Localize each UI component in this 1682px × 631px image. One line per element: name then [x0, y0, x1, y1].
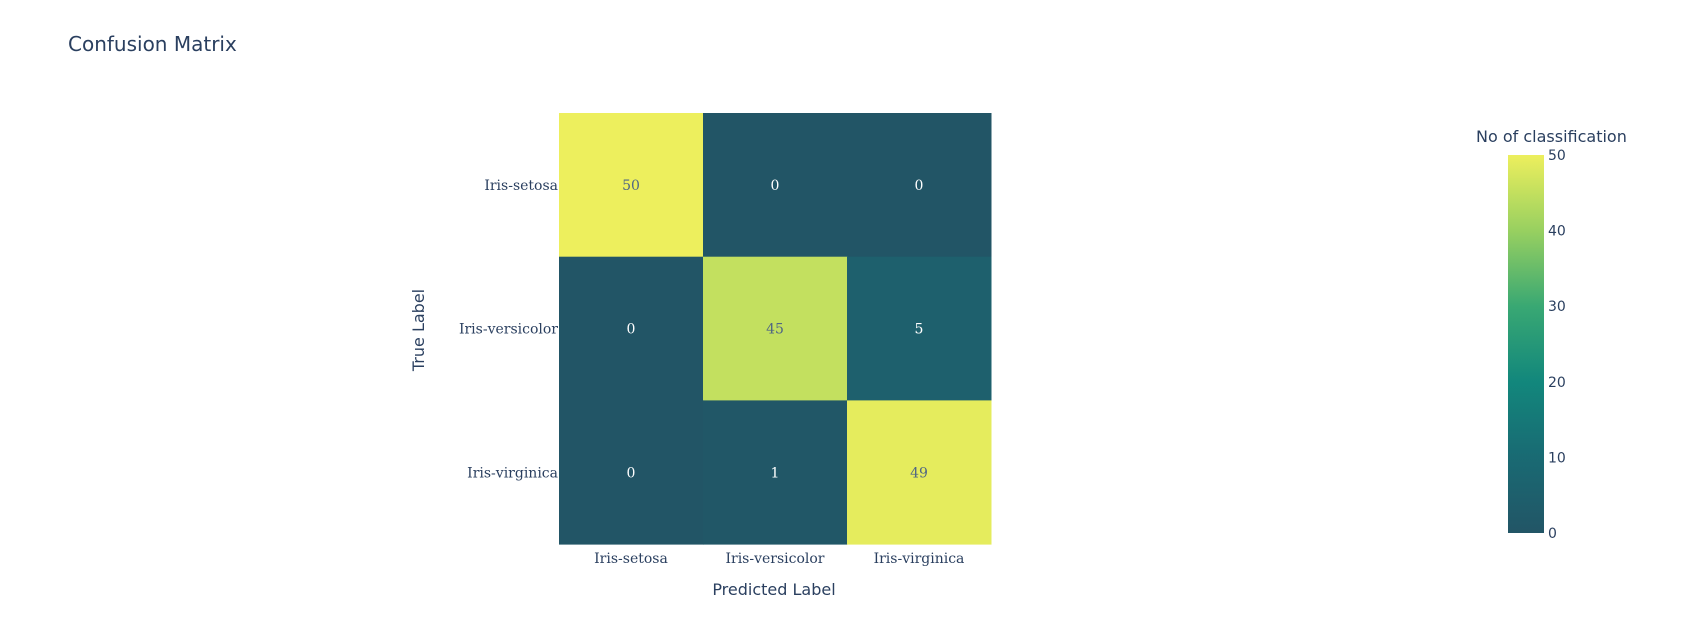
- x-tick-label: Iris-virginica: [874, 551, 965, 567]
- heatmap-cell-label: 1: [771, 465, 780, 481]
- heatmap-cell: [703, 400, 848, 545]
- y-tick-label: Iris-versicolor: [459, 322, 558, 338]
- heatmap-cell: [847, 256, 992, 401]
- x-axis-ticks: Iris-setosa Iris-versicolor Iris-virginica: [594, 551, 964, 567]
- heatmap-cell-label: 0: [627, 465, 636, 481]
- colorbar: No of classification 0 10 20 30 40 50: [1476, 127, 1627, 542]
- heatmap-cell: [703, 256, 848, 401]
- x-axis-title: Predicted Label: [712, 580, 835, 599]
- heatmap-cell: [847, 113, 992, 258]
- colorbar-tick-label: 50: [1548, 148, 1566, 164]
- y-axis-ticks: Iris-setosa Iris-versicolor Iris-virginica: [459, 178, 558, 481]
- y-tick-label: Iris-setosa: [484, 178, 558, 194]
- colorbar-gradient: [1508, 155, 1544, 533]
- x-tick-label: Iris-versicolor: [725, 551, 824, 567]
- heatmap-cell-label: 0: [915, 178, 924, 194]
- x-tick-label: Iris-setosa: [594, 551, 668, 567]
- heatmap-cell-label: 0: [771, 178, 780, 194]
- heatmap-cell-label: 5: [915, 322, 924, 338]
- colorbar-tick-label: 10: [1548, 450, 1566, 466]
- heatmap-cell-label: 0: [627, 322, 636, 338]
- y-tick-label: Iris-virginica: [467, 465, 558, 481]
- heatmap-cells: [559, 113, 992, 545]
- chart-title: Confusion Matrix: [68, 32, 237, 56]
- heatmap-cell-label: 50: [622, 178, 640, 194]
- heatmap-cell: [559, 400, 704, 545]
- y-axis-title: True Label: [409, 289, 428, 372]
- heatmap-cell-label: 45: [766, 322, 784, 338]
- colorbar-title: No of classification: [1476, 127, 1627, 146]
- heatmap-cell-label: 49: [910, 465, 928, 481]
- colorbar-tick-label: 40: [1548, 224, 1566, 240]
- heatmap-cell: [703, 113, 848, 258]
- heatmap-cell: [559, 113, 704, 258]
- colorbar-ticks: 0 10 20 30 40 50: [1548, 148, 1566, 542]
- colorbar-tick-label: 0: [1548, 526, 1557, 542]
- heatmap-cell: [847, 400, 992, 545]
- heatmap-cell-labels: 50 0 00 45 50 1 49: [622, 178, 928, 481]
- heatmap-cell: [559, 256, 704, 401]
- colorbar-tick-label: 30: [1548, 299, 1566, 315]
- colorbar-tick-label: 20: [1548, 375, 1566, 391]
